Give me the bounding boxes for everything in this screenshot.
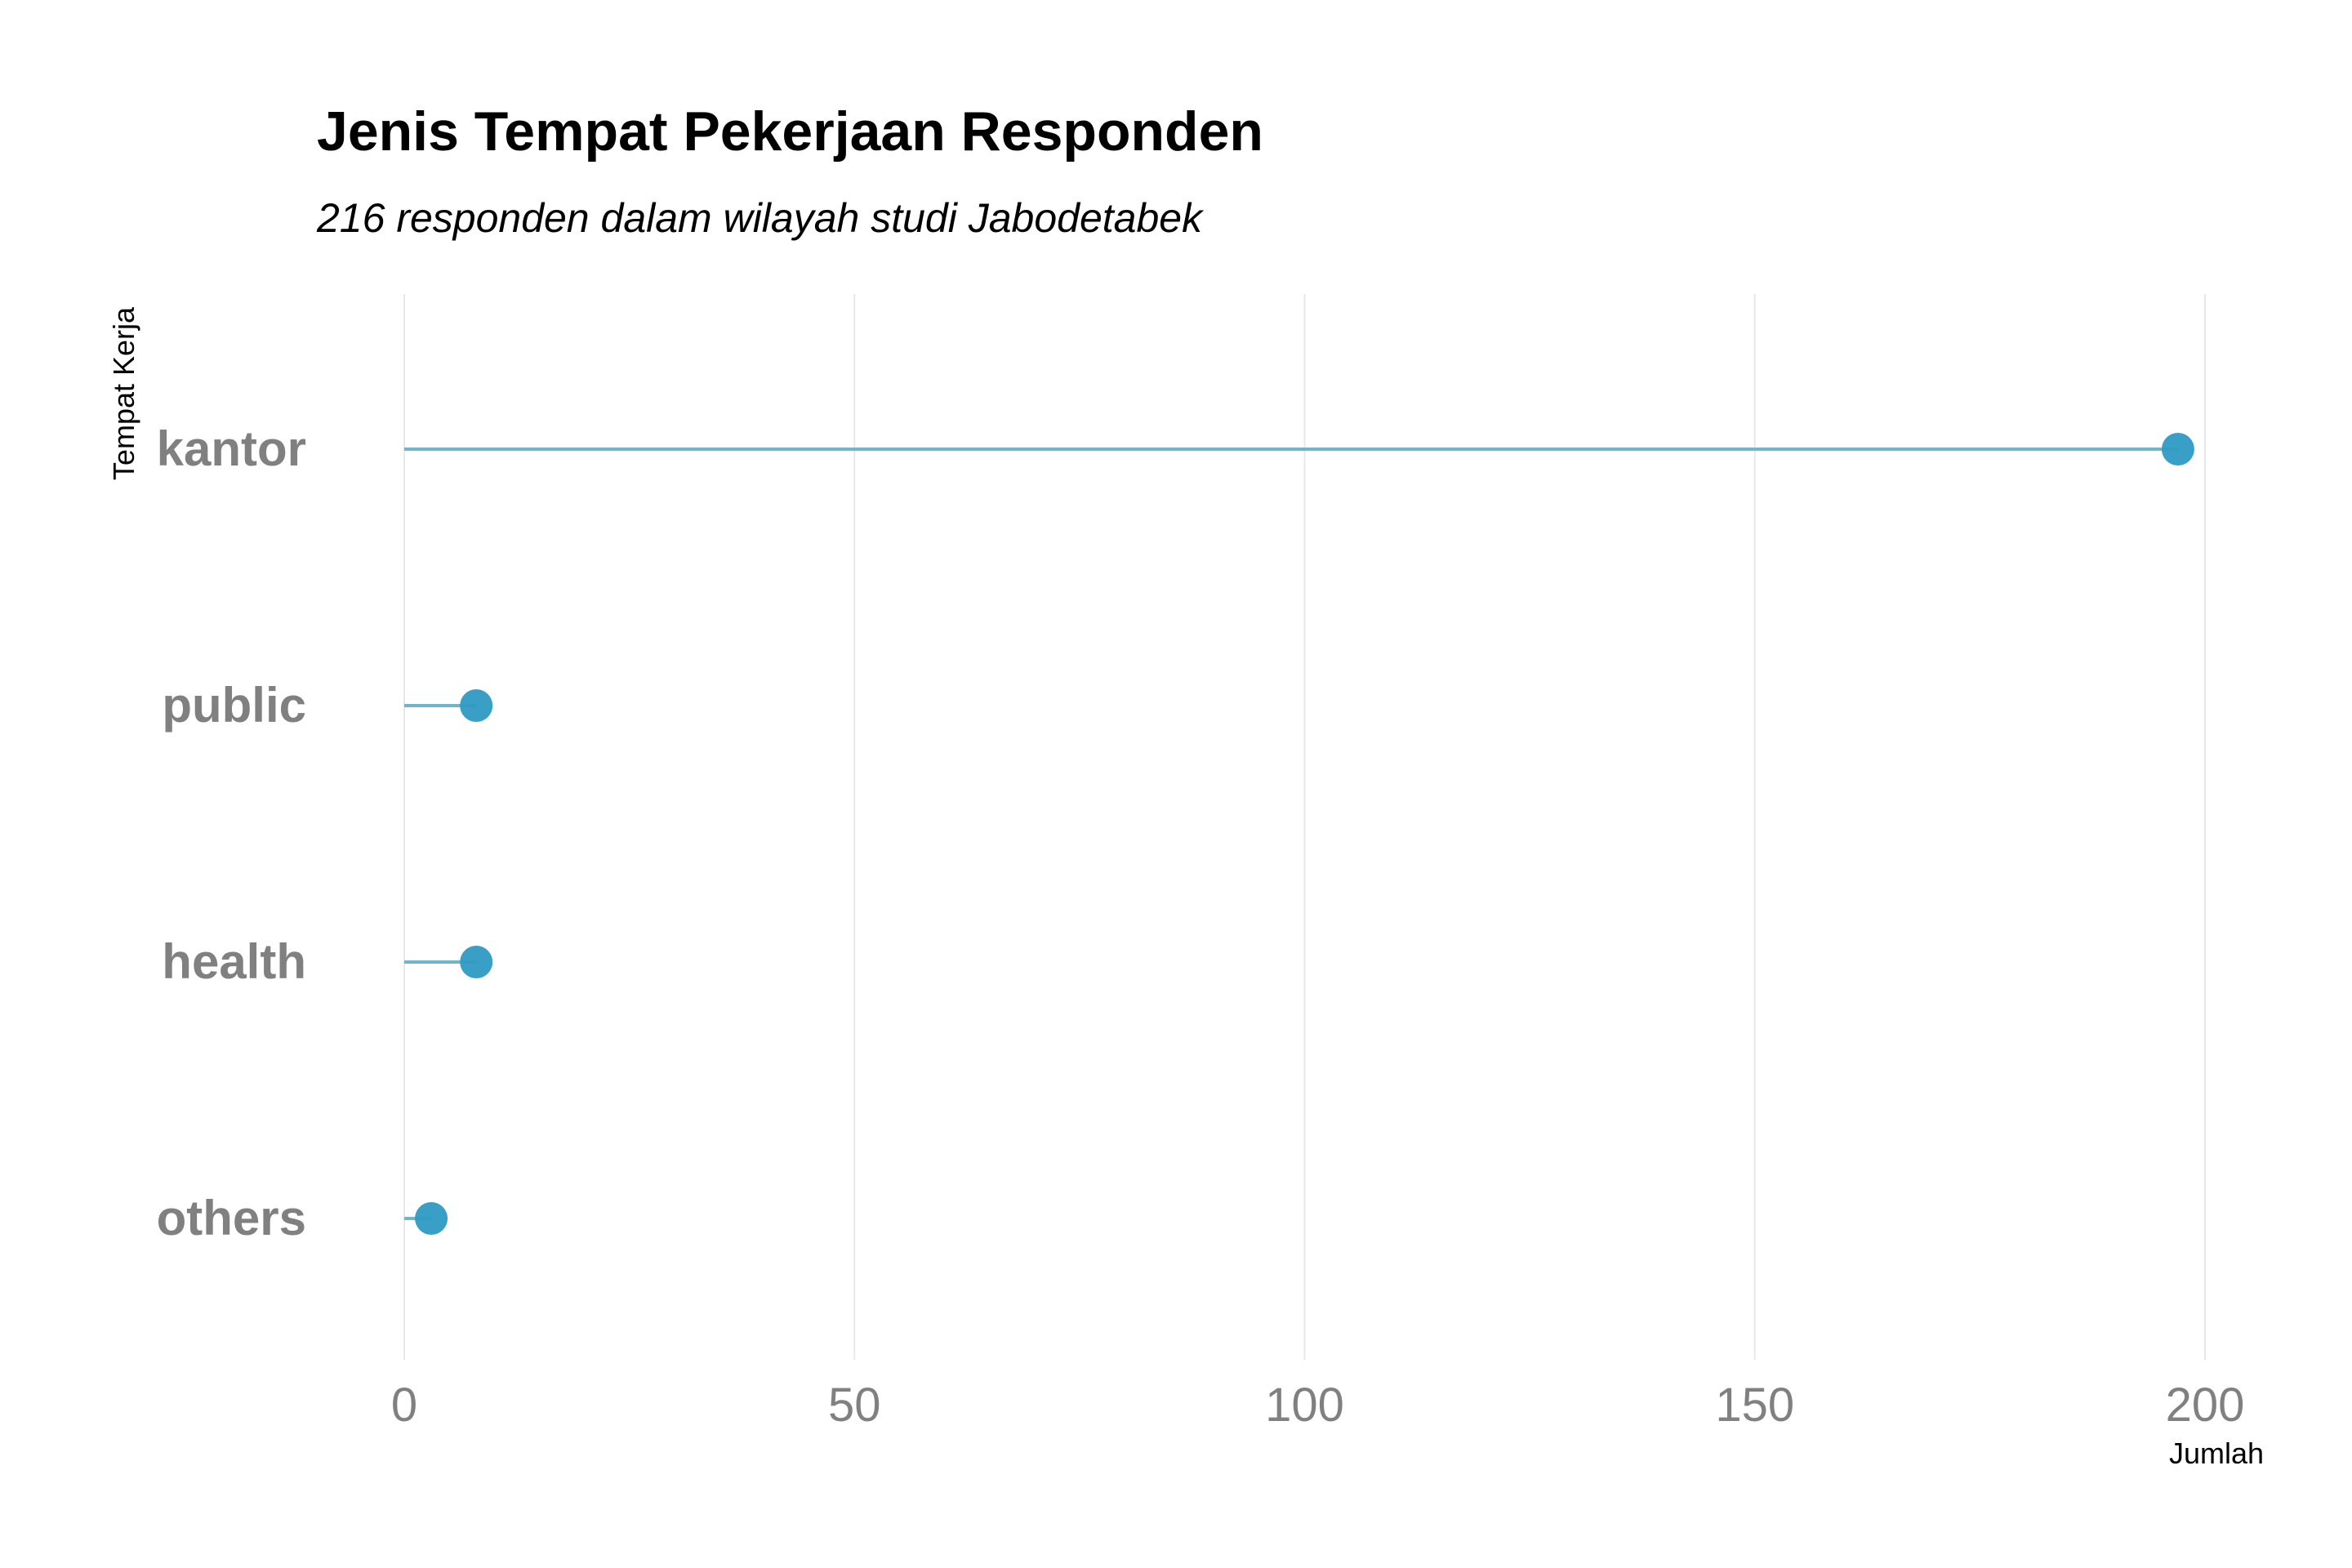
y-category-label-health: health [162,934,306,989]
y-category-label-others: others [157,1191,306,1245]
x-tick-label-100: 100 [1265,1379,1344,1432]
y-axis-title: Tempat Kerja [107,306,140,480]
x-axis-title: Jumlah [2169,1437,2264,1470]
chart-title: Jenis Tempat Pekerjaan Responden [317,100,1263,163]
gridlines [403,294,2206,1360]
y-category-label-kantor: kantor [157,421,306,476]
lollipop-point-others [415,1202,448,1235]
x-tick-label-200: 200 [2166,1379,2245,1432]
lollipop-point-public [460,689,493,722]
chart-subtitle: 216 responden dalam wilayah studi Jabode… [316,195,1205,241]
data-marks [404,433,2194,1235]
y-axis-categories: kantor public health others [157,421,306,1245]
y-category-label-public: public [162,678,306,733]
x-tick-label-50: 50 [828,1379,881,1432]
lollipop-point-kantor [2161,433,2194,466]
lollipop-point-health [460,946,493,978]
x-tick-label-0: 0 [391,1379,417,1432]
x-axis-ticks: 0 50 100 150 200 [391,1379,2245,1432]
x-tick-label-150: 150 [1715,1379,1794,1432]
